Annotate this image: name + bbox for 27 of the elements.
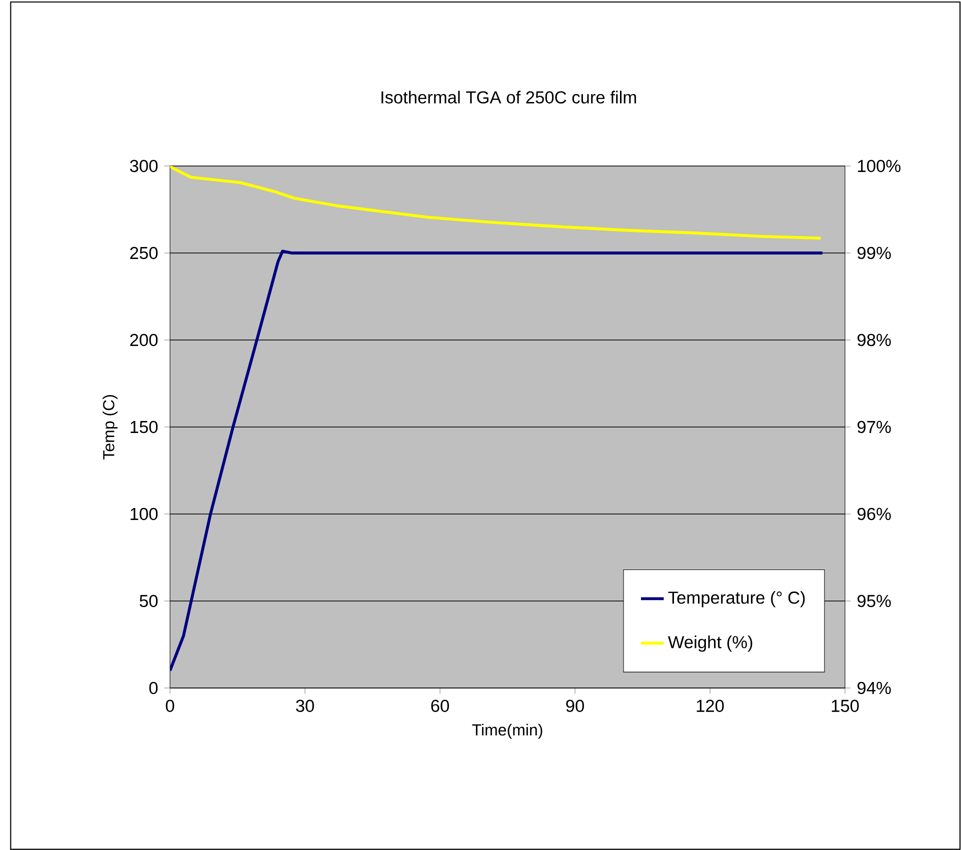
x-tick-label: 0	[166, 700, 174, 712]
line-series	[170, 166, 822, 240]
x-tick-label: 30	[296, 700, 314, 712]
x-tick-label: 60	[431, 700, 449, 712]
chart-title: Isothermal TGA of 250C cure film	[382, 90, 636, 104]
x-tick-label: 120	[696, 700, 724, 712]
y2-tick-label: 96%	[858, 508, 891, 520]
y-tick-label: 50	[140, 594, 158, 608]
y-tick-label: 100	[130, 508, 158, 520]
y-tick-label: 150	[130, 420, 158, 434]
y2-tick-label: 99%	[858, 246, 891, 260]
y2-tick-label: 97%	[858, 420, 891, 434]
y-tick-label: 0	[149, 682, 158, 694]
legend-label: Temperature (° C)	[668, 591, 805, 608]
y-tick-label: 300	[130, 160, 158, 172]
y-axis-title: Temp (C)	[102, 395, 118, 460]
x-axis-title: Time(min)	[472, 724, 542, 739]
x-tick-label: 90	[566, 700, 584, 712]
y2-tick-label: 98%	[858, 334, 891, 346]
y2-tick-label: 94%	[858, 682, 891, 694]
line-series	[170, 250, 824, 672]
legend-label: Weight (%)	[668, 636, 752, 652]
y2-tick-label: 95%	[858, 594, 891, 608]
y2-tick-label: 100%	[858, 160, 900, 172]
y-tick-label: 200	[130, 334, 158, 346]
y-tick-label: 250	[130, 246, 158, 260]
x-tick-label: 150	[832, 700, 859, 712]
